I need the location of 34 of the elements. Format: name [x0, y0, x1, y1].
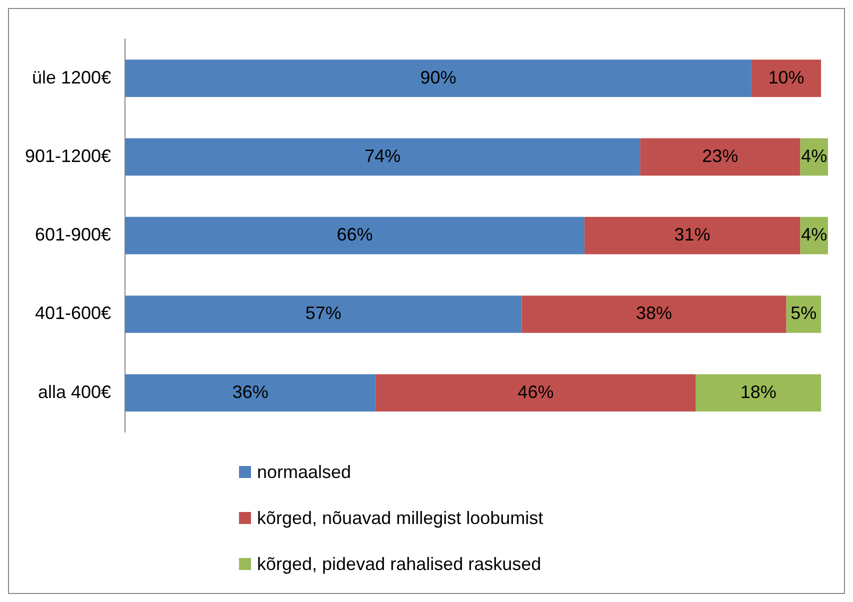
bar — [125, 138, 640, 176]
bar — [696, 374, 822, 412]
y-tick-label: üle 1200€ — [32, 67, 112, 88]
data-label: 57% — [305, 303, 342, 324]
data-label: 31% — [674, 224, 710, 245]
legend-label: kõrged, nõuavad millegist loobumist — [257, 508, 544, 528]
bar — [640, 138, 800, 176]
data-label: 10% — [768, 67, 804, 88]
y-tick-label: alla 400€ — [38, 382, 112, 402]
data-label: 46% — [518, 382, 554, 402]
y-tick-label: 901-1200€ — [24, 146, 112, 166]
data-label: 36% — [232, 382, 268, 402]
data-label: 18% — [740, 382, 776, 402]
bar — [522, 296, 786, 333]
data-label: 23% — [702, 146, 738, 166]
data-label: 74% — [364, 146, 401, 166]
data-label: 90% — [420, 67, 456, 88]
data-label: 66% — [336, 224, 373, 245]
legend-label: normaalsed — [257, 462, 352, 482]
bar — [376, 374, 696, 412]
bar — [125, 296, 522, 333]
y-tick-label: 601-900€ — [35, 224, 112, 245]
data-label: 4% — [801, 224, 828, 245]
data-label: 38% — [636, 303, 672, 324]
bar — [125, 60, 752, 97]
data-label: 5% — [790, 303, 817, 324]
bar — [125, 374, 376, 412]
y-tick-label: 401-600€ — [35, 303, 112, 324]
bar — [786, 296, 822, 333]
legend-label: kõrged, pidevad rahalised raskused — [257, 554, 542, 574]
bar — [125, 216, 584, 254]
data-label: 4% — [801, 146, 828, 166]
bar — [751, 60, 822, 97]
bar — [584, 216, 800, 254]
